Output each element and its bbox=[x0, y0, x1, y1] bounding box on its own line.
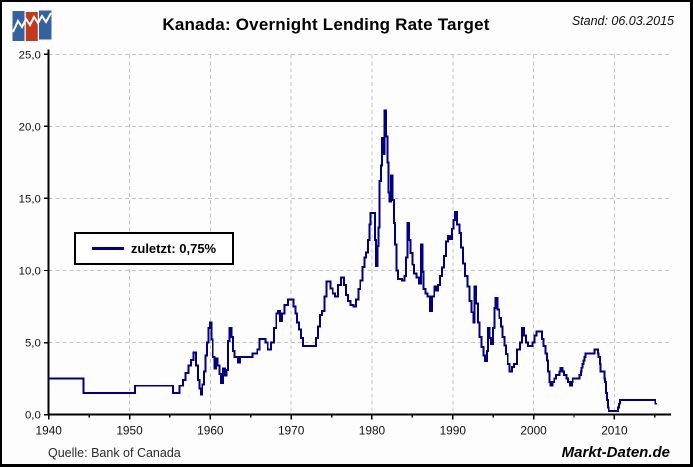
legend-line-sample bbox=[91, 247, 124, 250]
x-tick-label: 2010 bbox=[601, 423, 628, 437]
y-tick-label: 15,0 bbox=[19, 193, 41, 205]
logo-zigzag-icon bbox=[12, 12, 52, 33]
x-tick-label: 1960 bbox=[197, 423, 224, 437]
x-tick-label: 1980 bbox=[359, 423, 386, 437]
x-tick-label: 2000 bbox=[520, 423, 547, 437]
x-tick-label: 1950 bbox=[116, 423, 143, 437]
stand-date: Stand: 06.03.2015 bbox=[571, 14, 674, 28]
x-tick-label: 1940 bbox=[36, 423, 63, 437]
brand-mark: Markt-Daten.de bbox=[561, 444, 670, 461]
page-title: Kanada: Overnight Lending Rate Target bbox=[162, 15, 490, 34]
y-tick-label: 25,0 bbox=[19, 49, 41, 61]
y-tick-label: 20,0 bbox=[19, 121, 41, 133]
rate-line bbox=[48, 109, 658, 412]
legend-label: zuletzt: 0,75% bbox=[130, 241, 217, 256]
source-note: Quelle: Bank of Canada bbox=[48, 446, 181, 460]
legend-box: zuletzt: 0,75% bbox=[74, 232, 234, 265]
markt-daten-logo bbox=[12, 10, 52, 41]
y-tick-label: 0,0 bbox=[25, 409, 41, 421]
x-tick-label: 1990 bbox=[440, 423, 467, 437]
x-tick-label: 1970 bbox=[278, 423, 305, 437]
y-tick-label: 5,0 bbox=[25, 337, 41, 349]
y-tick-label: 10,0 bbox=[19, 265, 41, 277]
logo-bar bbox=[12, 11, 25, 41]
